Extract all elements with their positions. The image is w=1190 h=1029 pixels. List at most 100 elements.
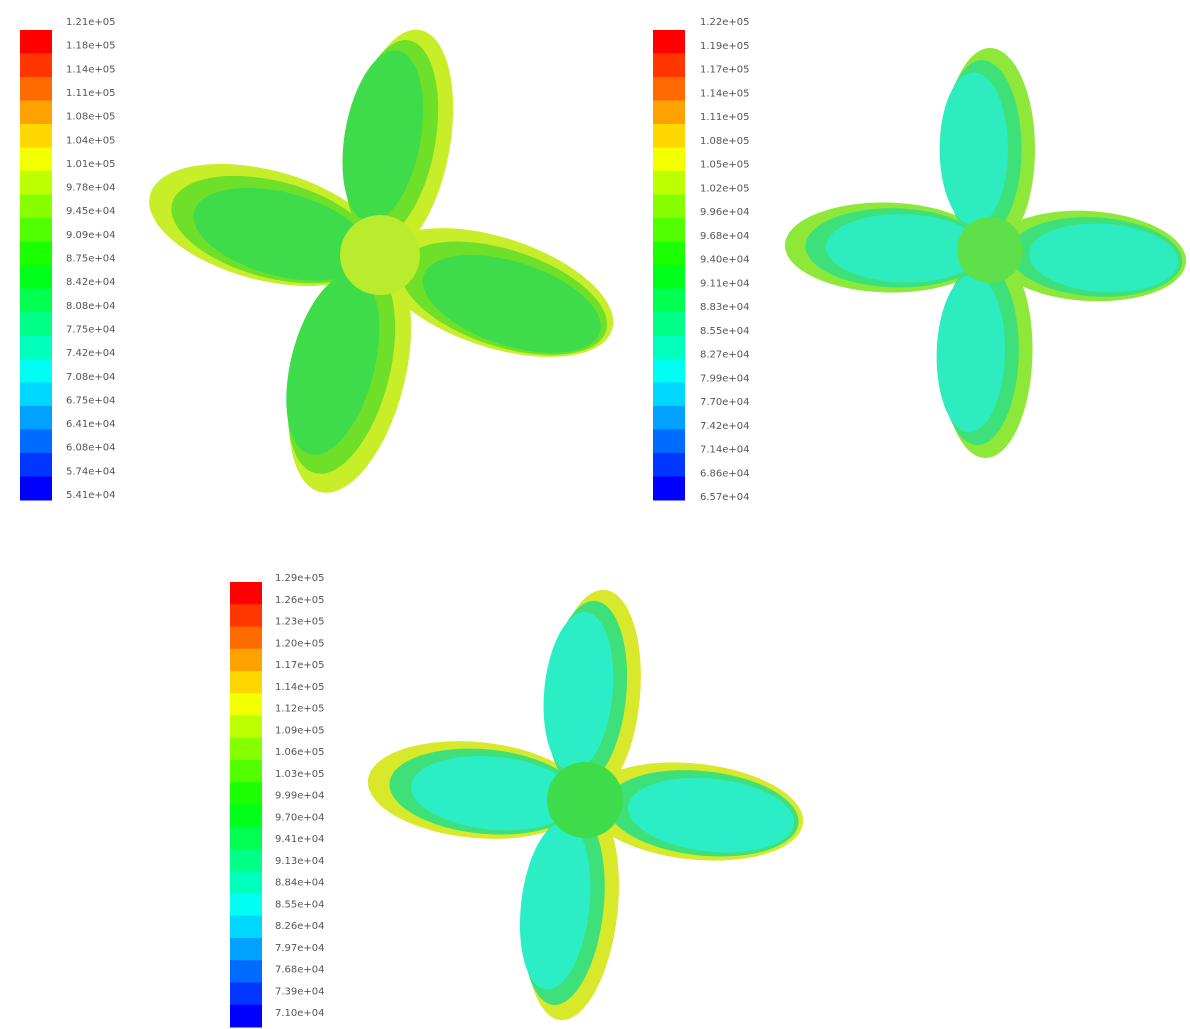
colorbar-label: 1.23e+05: [275, 617, 325, 628]
colorbar-label: 9.68e+04: [700, 231, 750, 242]
colorbar-label: 6.86e+04: [700, 468, 750, 479]
colorbar-band: [20, 100, 52, 125]
colorbar-band: [230, 671, 262, 694]
colorbar-band: [20, 171, 52, 195]
colorbar-band: [20, 77, 52, 101]
colorbar-label: 7.75e+04: [66, 324, 116, 335]
colorbar-band: [20, 124, 52, 148]
colorbar-band: [20, 359, 52, 383]
blade: [342, 50, 424, 222]
blade: [193, 187, 370, 281]
colorbar-label: 1.05e+05: [700, 160, 750, 171]
colorbar-band: [230, 915, 262, 939]
colorbar-label: 1.17e+05: [275, 660, 325, 671]
blade: [422, 254, 601, 353]
colorbar-label: 1.01e+05: [66, 159, 116, 170]
colorbar-label: 7.42e+04: [66, 348, 116, 359]
colorbar-band: [653, 194, 685, 219]
colorbar-band: [20, 429, 52, 454]
colorbar-band: [230, 893, 262, 917]
colorbar-label: 1.22e+05: [700, 17, 750, 28]
colorbar-label: 9.70e+04: [275, 812, 325, 823]
blade: [825, 214, 982, 283]
colorbar-band: [230, 715, 262, 739]
hub: [957, 217, 1023, 283]
colorbar-label: 8.83e+04: [700, 302, 750, 313]
colorbar-band: [20, 218, 52, 242]
colorbar-band: [20, 406, 52, 430]
colorbar-label: 5.74e+04: [66, 466, 116, 477]
colorbar-band: [20, 335, 52, 360]
colorbar-label: 8.08e+04: [66, 301, 116, 312]
colorbar-band: [653, 476, 685, 501]
colorbar-band: [20, 453, 52, 477]
colorbar-band: [230, 737, 262, 761]
colorbar-band: [653, 241, 685, 266]
colorbar-label: 9.09e+04: [66, 230, 116, 241]
colorbar-band: [230, 582, 262, 605]
colorbar-band: [653, 312, 685, 336]
colorbar-label: 9.41e+04: [275, 834, 325, 845]
colorbar-band: [230, 982, 262, 1006]
colorbar-label: 9.96e+04: [700, 207, 750, 218]
colorbar-label: 1.11e+05: [66, 88, 116, 99]
blade: [1029, 223, 1179, 293]
colorbar-band: [653, 218, 685, 242]
colorbar-label: 1.14e+05: [66, 64, 116, 75]
colorbar-band: [230, 626, 262, 650]
colorbar-label: 8.55e+04: [275, 899, 325, 910]
colorbar-band: [20, 241, 52, 266]
colorbar-label: 6.41e+04: [66, 419, 116, 430]
blade: [936, 274, 1006, 433]
colorbar-band: [653, 429, 685, 454]
colorbar-band: [653, 124, 685, 148]
colorbar-label: 1.06e+05: [275, 747, 325, 758]
colorbar-band: [230, 760, 262, 783]
blade: [939, 72, 1009, 226]
colorbar-band: [653, 100, 685, 125]
colorbar-band: [230, 871, 262, 894]
colorbar-band: [20, 476, 52, 501]
blade: [411, 756, 577, 831]
colorbar-band: [20, 265, 52, 289]
colorbar-label: 6.08e+04: [66, 443, 116, 454]
colorbar-label: 1.29e+05: [275, 573, 325, 584]
colorbar-band: [20, 382, 52, 407]
propeller: [784, 48, 1187, 459]
colorbar-label: 1.26e+05: [275, 595, 325, 606]
colorbar-band: [653, 359, 685, 383]
colorbar-band: [230, 648, 262, 672]
colorbar-band: [230, 938, 262, 961]
colorbar-band: [653, 406, 685, 430]
colorbar-label: 6.57e+04: [700, 492, 750, 503]
colorbar-band: [230, 604, 262, 627]
colorbar-band: [230, 782, 262, 805]
colorbar-label: 1.04e+05: [66, 135, 116, 146]
colorbar-label: 1.14e+05: [275, 682, 325, 693]
colorbar-band: [20, 147, 52, 172]
colorbar-band: [653, 30, 685, 54]
colorbar-label: 1.09e+05: [275, 725, 325, 736]
colorbar-label: 8.26e+04: [275, 921, 325, 932]
colorbar-band: [20, 312, 52, 336]
colorbar-band: [20, 194, 52, 219]
colorbar-band: [230, 849, 262, 872]
colorbar-label: 1.02e+05: [700, 183, 750, 194]
blade: [628, 777, 795, 853]
colorbar-band: [230, 693, 262, 716]
colorbar-label: 1.18e+05: [66, 41, 116, 52]
colorbar-label: 1.14e+05: [700, 88, 750, 99]
colorbar-label: 7.68e+04: [275, 965, 325, 976]
colorbar-band: [653, 382, 685, 407]
colorbar-label: 6.75e+04: [66, 395, 116, 406]
blade: [519, 822, 591, 990]
colorbar-label: 7.99e+04: [700, 373, 750, 384]
colorbar-band: [230, 804, 262, 828]
colorbar-band: [653, 77, 685, 101]
colorbar-label: 9.45e+04: [66, 206, 116, 217]
colorbar-label: 1.20e+05: [275, 638, 325, 649]
propeller: [367, 589, 804, 1021]
colorbar-label: 8.27e+04: [700, 350, 750, 361]
colorbar-label: 9.99e+04: [275, 791, 325, 802]
